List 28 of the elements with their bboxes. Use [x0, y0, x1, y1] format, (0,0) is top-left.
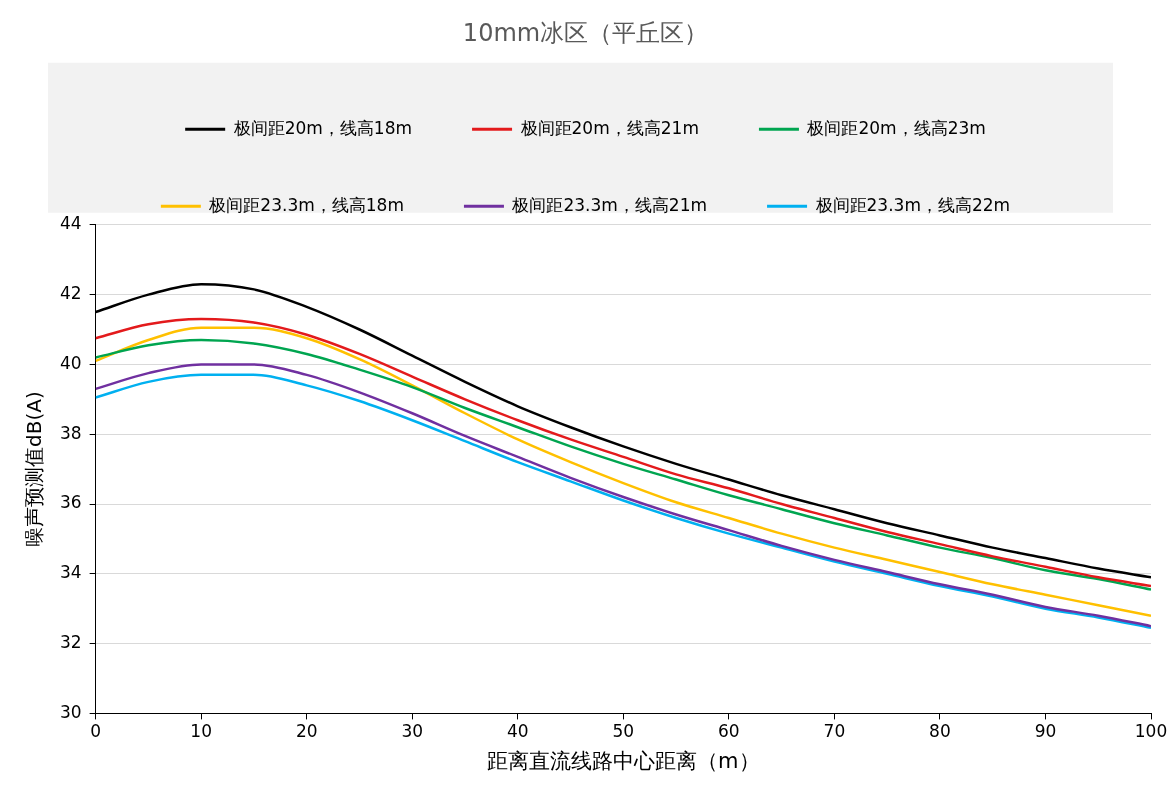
- y-tick-label: 30: [59, 701, 82, 722]
- y-tick-label: 44: [59, 213, 82, 234]
- x-tick-label: 0: [90, 721, 102, 742]
- y-axis-title: 噪声预测值dB(A): [22, 391, 47, 547]
- legend-label: 极间距20m，线高23m: [806, 117, 986, 138]
- legend-label: 极间距23.3m，线高18m: [208, 194, 404, 215]
- chart-title: 10mm冰区（平丘区）: [462, 18, 709, 47]
- x-tick-label: 90: [1034, 721, 1057, 742]
- x-tick-label: 80: [929, 721, 951, 742]
- x-axis-title: 距离直流线路中心距离（m）: [487, 748, 760, 773]
- y-tick-label: 42: [59, 283, 82, 304]
- legend-label: 极间距23.3m，线高21m: [511, 194, 708, 215]
- x-tick-label: 20: [295, 721, 318, 742]
- legend-label: 极间距20m，线高18m: [232, 117, 413, 138]
- y-tick-label: 40: [59, 352, 82, 373]
- legend-label: 极间距23.3m，线高22m: [814, 194, 1011, 215]
- y-tick-label: 34: [59, 562, 82, 583]
- y-tick-label: 32: [59, 632, 82, 653]
- y-tick-label: 38: [59, 422, 82, 443]
- legend-label: 极间距20m，线高21m: [519, 117, 699, 138]
- x-tick-label: 70: [823, 721, 846, 742]
- x-tick-label: 60: [718, 721, 740, 742]
- x-tick-label: 10: [190, 721, 212, 742]
- x-tick-label: 30: [401, 721, 424, 742]
- x-tick-label: 40: [506, 721, 529, 742]
- x-tick-label: 50: [612, 721, 635, 742]
- x-tick-label: 100: [1134, 721, 1168, 742]
- y-tick-label: 36: [59, 492, 82, 513]
